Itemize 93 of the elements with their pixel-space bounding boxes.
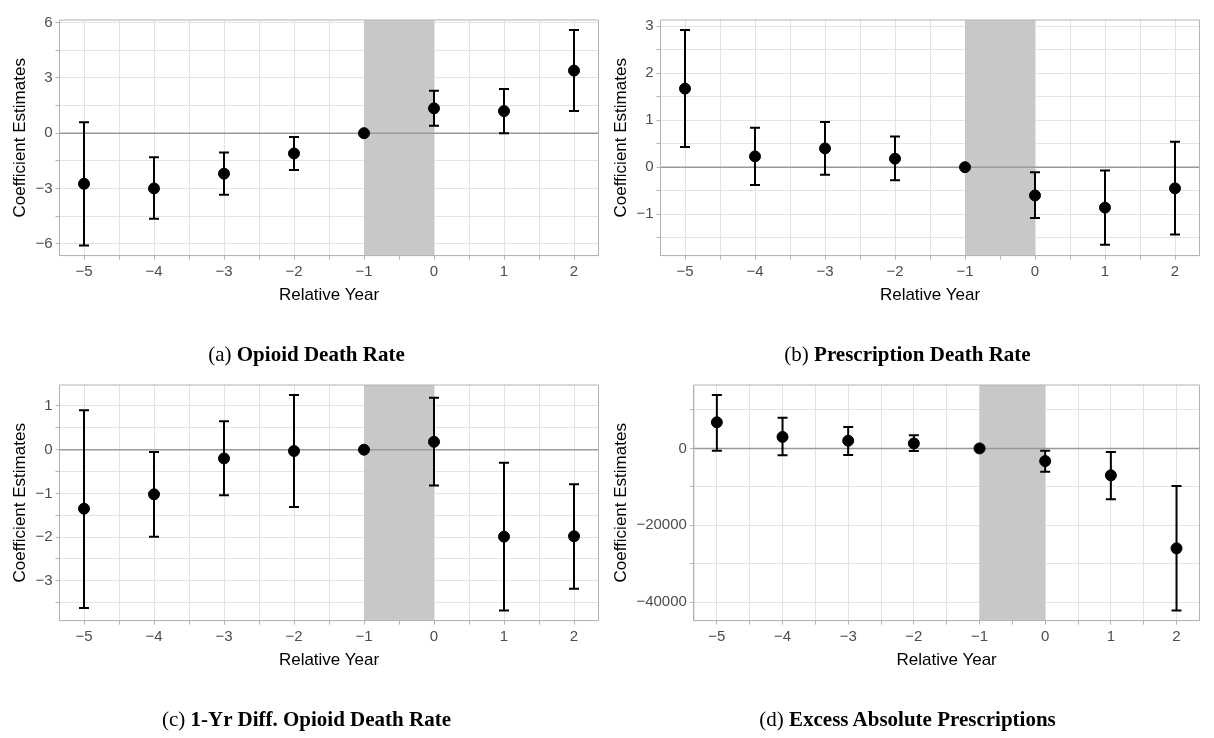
x-tick-label: 0 [429, 626, 439, 644]
y-tick-label: −3 [35, 570, 53, 588]
x-tick-label: −4 [145, 626, 163, 644]
x-tick-label: 1 [499, 626, 509, 644]
x-tick-label: 2 [1170, 261, 1180, 279]
x-tick-label: −2 [285, 626, 303, 644]
point [498, 530, 510, 543]
point [1104, 469, 1117, 482]
y-axis-title: Coefficient Estimates [9, 58, 29, 218]
y-axis-title: Coefficient Estimates [610, 58, 630, 218]
x-tick-label: 2 [569, 626, 579, 644]
text: (b) Prescription Death Rate [784, 342, 1031, 366]
point [973, 442, 986, 455]
y-tick-label: 3 [645, 16, 654, 34]
x-tick-label: −4 [145, 261, 163, 279]
x-axis-title: Relative Year [879, 285, 981, 305]
y-tick-label: 1 [645, 110, 654, 128]
point [218, 452, 230, 465]
x-tick-label: −5 [75, 626, 93, 644]
point [288, 445, 300, 457]
y-tick-label: −3 [35, 178, 53, 196]
x-tick-label: −2 [886, 261, 904, 279]
x-tick-label: 1 [499, 261, 509, 279]
text: (d) Excess Absolute Prescriptions [759, 707, 1056, 731]
point [358, 127, 370, 140]
point [288, 147, 300, 160]
point [148, 488, 160, 501]
text: (a) Opioid Death Rate [208, 342, 405, 366]
x-tick-label: 0 [429, 261, 439, 279]
point [1169, 182, 1181, 195]
x-tick-label: −1 [970, 626, 989, 644]
point [78, 502, 90, 515]
point [218, 167, 230, 180]
y-tick-label: 1 [44, 396, 53, 414]
point [428, 435, 440, 448]
x-tick-label: 0 [1041, 626, 1050, 644]
point [710, 416, 723, 429]
text: (c) 1-Yr Diff. Opioid Death Rate [162, 707, 451, 731]
point [1029, 189, 1041, 202]
point [959, 161, 971, 174]
point [428, 102, 440, 115]
x-tick-label: −5 [75, 261, 93, 279]
point [749, 150, 761, 163]
y-tick-label: −6 [35, 233, 53, 251]
point [78, 177, 90, 190]
point [568, 530, 580, 543]
point [568, 64, 580, 77]
x-tick-label: −3 [839, 626, 857, 644]
x-tick-label: −1 [956, 261, 974, 279]
x-tick-label: −4 [746, 261, 764, 279]
y-tick-label: 3 [44, 68, 53, 86]
point [842, 434, 855, 447]
point [889, 152, 901, 165]
x-tick-label: −4 [773, 626, 792, 644]
point [358, 443, 370, 456]
x-axis-title: Relative Year [278, 285, 380, 305]
y-tick-label: −1 [636, 204, 654, 222]
x-tick-label: 2 [569, 261, 579, 279]
point [819, 142, 831, 155]
y-tick-label: −2 [35, 527, 53, 545]
point [679, 82, 691, 95]
y-tick-label: 6 [44, 12, 53, 30]
point [148, 182, 160, 195]
y-tick-label: 2 [645, 63, 654, 81]
x-tick-label: −5 [676, 261, 694, 279]
point [1099, 201, 1111, 214]
x-tick-label: −2 [905, 626, 923, 644]
y-tick-label: −1 [35, 483, 53, 501]
point [1170, 542, 1183, 555]
y-tick-label: −40000 [636, 592, 687, 610]
x-axis-title: Relative Year [278, 650, 380, 670]
x-tick-label: −2 [285, 261, 303, 279]
x-tick-label: 0 [1030, 261, 1040, 279]
y-tick-label: 0 [44, 439, 53, 457]
x-tick-label: 1 [1100, 261, 1110, 279]
x-tick-label: −3 [816, 261, 834, 279]
x-tick-label: 1 [1106, 626, 1116, 644]
x-tick-label: −5 [708, 626, 726, 644]
y-tick-label: 0 [44, 123, 53, 141]
y-axis-title: Coefficient Estimates [9, 423, 29, 583]
point [776, 430, 789, 443]
y-tick-label: 0 [645, 157, 654, 175]
y-axis-title: Coefficient Estimates [610, 423, 630, 583]
x-tick-label: −1 [355, 626, 373, 644]
point [1039, 455, 1052, 468]
y-tick-label: −20000 [636, 515, 687, 533]
x-axis-title: Relative Year [896, 650, 998, 670]
x-tick-label: 2 [1172, 626, 1181, 644]
x-tick-label: −3 [215, 626, 233, 644]
x-tick-label: −3 [215, 261, 233, 279]
point [498, 105, 510, 118]
x-tick-label: −1 [355, 261, 373, 279]
y-tick-label: 0 [678, 438, 687, 456]
